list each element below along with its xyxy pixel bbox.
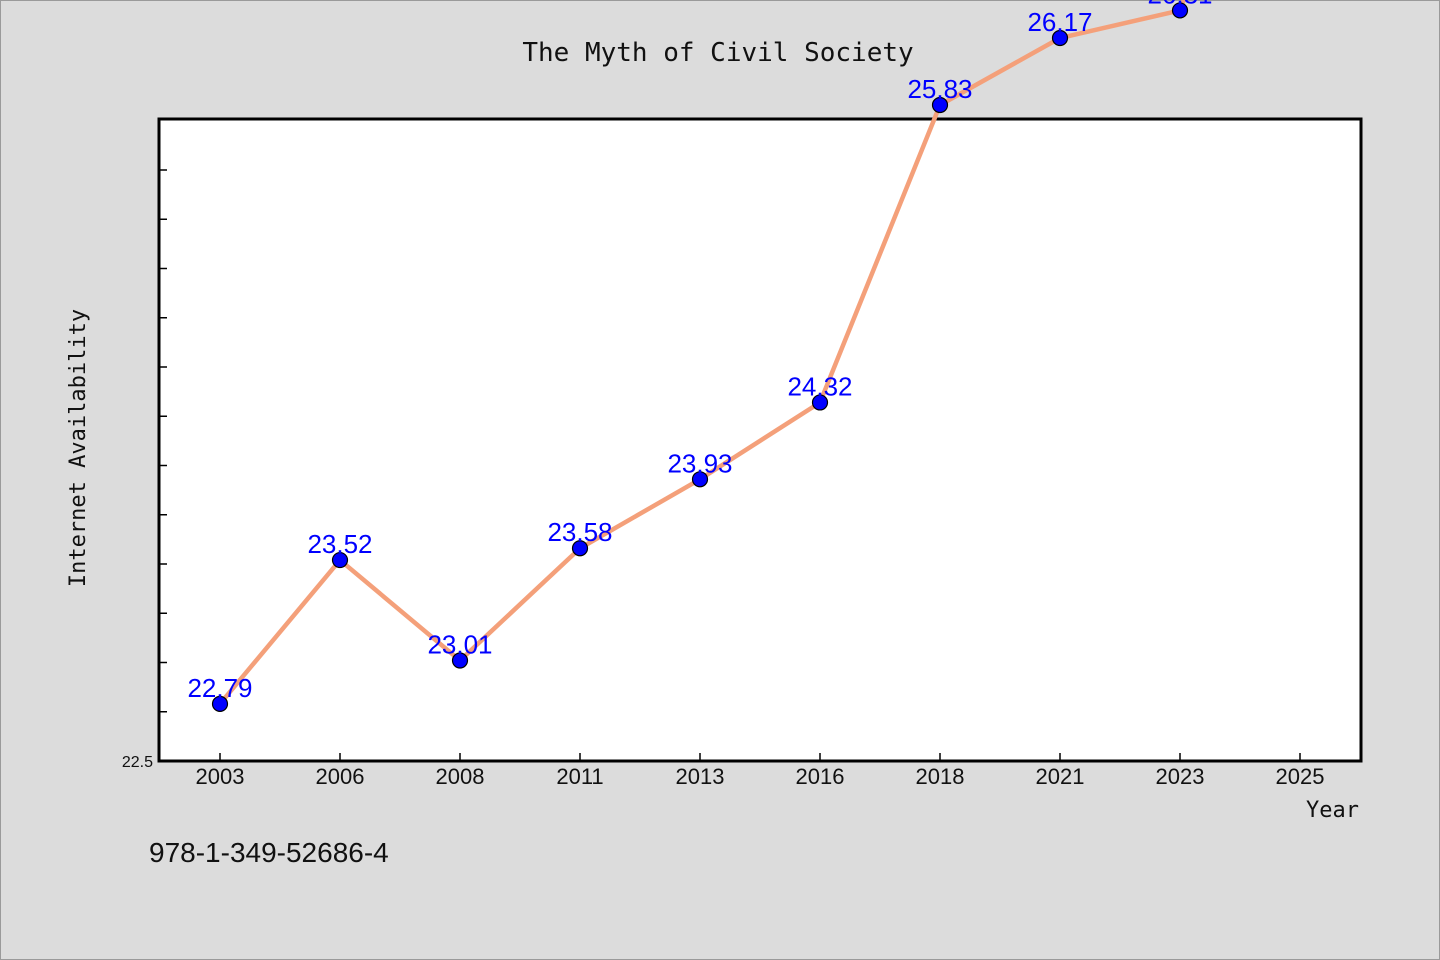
y-axis-label: Internet Availability bbox=[66, 309, 91, 587]
x-tick-label: 2016 bbox=[796, 764, 845, 789]
x-tick-label: 2008 bbox=[436, 764, 485, 789]
data-point bbox=[1171, 2, 1189, 19]
data-point bbox=[1051, 29, 1069, 47]
data-point bbox=[691, 471, 709, 488]
series-layer bbox=[217, 0, 1186, 707]
data-label: 22.79 bbox=[187, 673, 252, 703]
y-axis-tick-labels: 22.5 bbox=[122, 754, 153, 771]
data-point bbox=[571, 540, 589, 557]
data-label: 23.52 bbox=[307, 529, 372, 559]
series-line bbox=[217, 0, 1186, 707]
x-tick-label: 2011 bbox=[556, 764, 603, 789]
x-tick-label: 2025 bbox=[1276, 764, 1325, 789]
x-tick-label: 2018 bbox=[916, 764, 965, 789]
x-tick-label: 2021 bbox=[1036, 764, 1085, 789]
data-point bbox=[211, 695, 229, 712]
data-point bbox=[931, 96, 949, 114]
chart-title: The Myth of Civil Society bbox=[522, 38, 913, 68]
data-label: 25.83 bbox=[907, 74, 972, 104]
plot-area bbox=[157, 117, 1363, 763]
x-axis-label: Year bbox=[1306, 798, 1359, 823]
data-label: 23.93 bbox=[667, 448, 732, 478]
x-axis-tick-labels: 2003 2006 2008 2011 2013 2016 2018 2021 2023 2025 bbox=[196, 764, 1325, 789]
data-label: 24.32 bbox=[787, 371, 852, 401]
x-tick-label: 2006 bbox=[316, 764, 365, 789]
markers bbox=[211, 2, 1189, 712]
x-tick-label: 2023 bbox=[1156, 764, 1205, 789]
data-label: 26.31 bbox=[1147, 0, 1212, 9]
data-point bbox=[811, 394, 829, 411]
data-point bbox=[451, 652, 469, 669]
footer-isbn: 978-1-349-52686-4 bbox=[149, 837, 389, 868]
x-axis-ticks bbox=[219, 753, 1301, 761]
data-label: 26.17 bbox=[1027, 7, 1092, 37]
y-axis-ticks bbox=[159, 169, 167, 713]
x-tick-label: 2013 bbox=[676, 764, 725, 789]
data-label: 23.01 bbox=[427, 630, 492, 660]
data-labels: 22.79 23.52 23.01 23.58 23.93 24.32 25.83 26.17… bbox=[187, 0, 1212, 703]
data-point bbox=[331, 551, 349, 569]
y-tick-label: 22.5 bbox=[122, 754, 153, 771]
x-tick-label: 2003 bbox=[196, 764, 245, 789]
data-label: 23.58 bbox=[547, 517, 612, 547]
